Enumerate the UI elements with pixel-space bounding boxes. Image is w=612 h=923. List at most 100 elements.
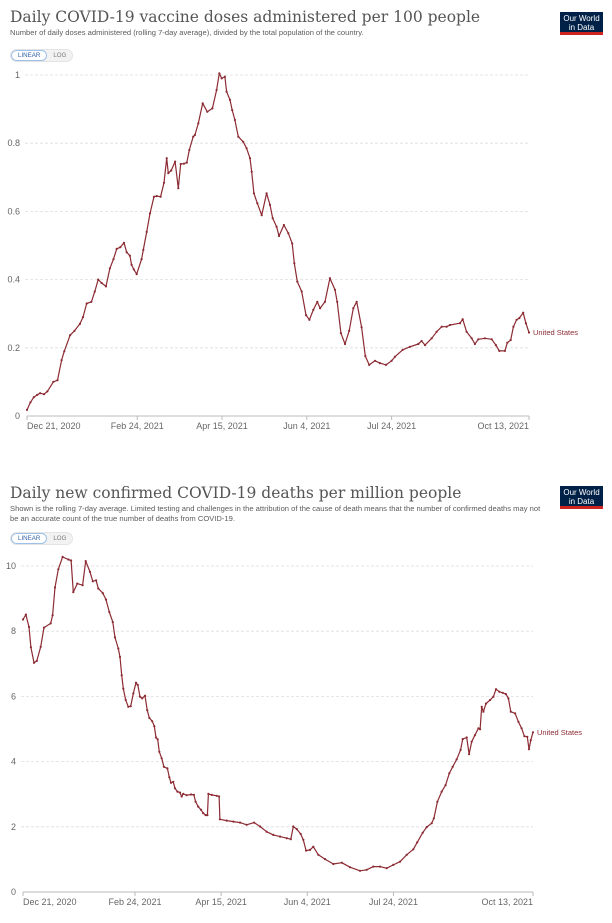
x-tick-label: Feb 24, 2021 [108,897,161,907]
data-point [252,192,255,195]
data-point [81,584,84,587]
data-point [95,579,98,582]
data-point [93,290,96,293]
data-point [312,845,315,848]
data-point [289,838,292,841]
data-point [63,350,66,353]
data-point [81,316,85,319]
scale-toggle: LINEAR LOG [10,49,74,62]
log-scale-button[interactable]: LOG [53,535,67,542]
data-point [317,853,320,856]
data-point [461,738,464,741]
x-tick-label: Jul 24, 2021 [369,897,418,907]
data-point [352,307,355,310]
data-point [154,736,158,739]
data-point [282,223,285,227]
y-tick-label: 4 [11,757,16,767]
owid-logo[interactable]: Our World in Data [560,12,603,35]
y-tick-label: 8 [11,626,16,636]
data-point [202,812,205,815]
data-point [223,75,226,78]
data-point [211,107,214,110]
data-point [336,300,339,303]
data-point [296,280,299,283]
chart-title: Daily COVID-19 vaccine doses administere… [10,8,481,26]
data-point [498,349,501,352]
data-point [465,736,468,739]
data-point [173,787,177,790]
data-point [432,817,435,820]
x-tick-label: Oct 13, 2021 [481,897,533,907]
data-point [451,765,454,768]
data-point [494,344,497,347]
data-point [440,790,443,793]
data-point [265,830,268,833]
logo-line-1: Our World [563,14,600,23]
data-point [323,858,327,861]
data-point [390,359,393,362]
y-tick-label: 2 [11,822,16,832]
data-point [512,325,515,328]
data-point [70,559,73,562]
data-point [215,88,218,92]
data-point [312,308,315,311]
series-line-united-states [26,72,530,411]
data-point [507,697,510,700]
x-tick-label: Dec 21, 2020 [27,421,81,431]
data-point [265,192,268,195]
data-point [275,225,278,228]
data-point [122,241,126,244]
data-point [304,314,308,317]
data-point [130,263,133,266]
linear-scale-button[interactable]: LINEAR [11,50,48,61]
data-point [29,646,32,649]
data-point [423,344,427,347]
data-point [97,587,100,590]
data-point [421,831,424,834]
data-point [480,705,483,708]
y-tick-label: 0 [15,411,20,421]
x-tick-label: Jul 24, 2021 [367,421,416,431]
data-point [420,339,423,343]
data-point [117,647,120,650]
data-point [207,792,210,795]
logo-line-2: in Data [568,497,595,506]
data-point [201,102,204,105]
data-point [151,720,154,723]
log-scale-button[interactable]: LOG [53,52,67,59]
data-point [78,322,81,325]
data-point [398,860,402,863]
data-point [185,161,188,164]
data-point [233,118,236,122]
data-point [120,674,123,677]
data-point [477,338,480,341]
data-point [348,329,351,332]
data-point [473,734,476,737]
data-point [21,618,25,621]
data-point [159,195,162,198]
x-tick-label: Jun 4, 2021 [283,421,330,431]
data-point [319,307,322,310]
data-point [515,318,518,321]
data-point [459,748,462,751]
data-point [134,681,138,684]
data-point [277,234,281,238]
data-point [182,792,185,795]
data-point [506,341,509,344]
data-point [245,147,248,150]
data-point [119,246,122,249]
owid-logo[interactable]: Our World in Data [560,486,603,509]
data-point [88,570,92,573]
data-point [522,311,525,314]
data-point [232,820,235,823]
data-point [132,692,135,695]
data-point [482,710,485,713]
data-point [197,122,200,125]
data-point [339,332,342,335]
linear-scale-button[interactable]: LINEAR [11,533,48,544]
data-point [358,869,362,872]
data-point [42,393,46,396]
data-point [448,323,452,327]
data-point [272,833,275,836]
data-point [228,98,232,101]
